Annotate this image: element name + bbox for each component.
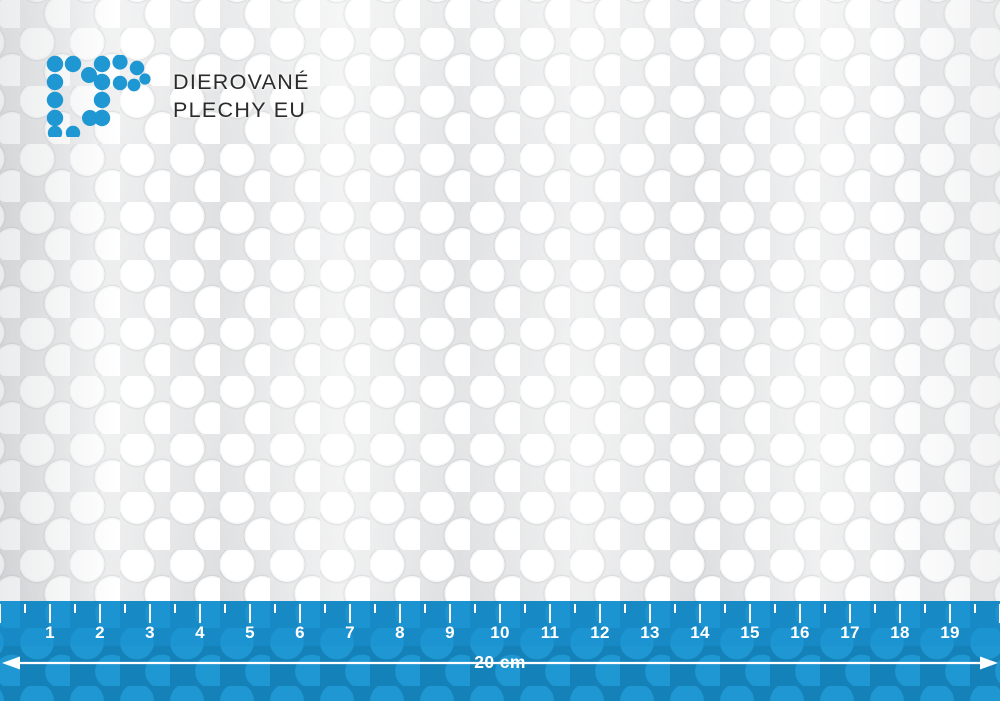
brand-wordmark: DIEROVANÉ PLECHY EU [173,68,310,125]
ruler-tick-major [899,604,901,623]
arrow-right-icon [980,656,998,670]
ruler-tick-label: 6 [295,623,305,642]
ruler-tick-minor [124,604,126,613]
ruler-tick-minor [374,604,376,613]
ruler-tick-major [449,604,451,623]
ruler-units-label: 20 cm [474,652,526,672]
ruler-tick-minor [324,604,326,613]
ruler-tick-label: 8 [395,623,405,642]
ruler-tick-major [949,604,951,623]
scale-ruler: 1 2 3 4 5 6 7 8 9 10 11 12 13 14 15 16 17 18 19 [0,601,1000,701]
ruler-tick-major [699,604,701,623]
ruler-tick-label: 11 [540,623,560,642]
ruler-tick-minor [624,604,626,613]
ruler-tick-minor [524,604,526,613]
perforated-sheet-image: DIEROVANÉ PLECHY EU [0,0,1000,601]
ruler-tick-minor [924,604,926,613]
ruler-tick-label: 9 [445,623,455,642]
ruler-tick-label: 5 [245,623,255,642]
ruler-tick-minor [574,604,576,613]
brand-line-2: PLECHY EU [173,98,307,122]
ruler-tick-label: 12 [590,623,610,642]
ruler-tick-label: 3 [145,623,155,642]
ruler-tick-label: 4 [195,623,205,642]
ruler-tick-label: 15 [740,623,760,642]
ruler-tick-major [299,604,301,623]
ruler-tick-label: 17 [840,623,860,642]
dimension-line [2,656,998,670]
ruler-tick-major [499,604,501,623]
ruler-tick-major [0,604,1,623]
ruler-tick-label: 14 [690,623,710,642]
ruler-tick-minor [224,604,226,613]
ruler-tick-minor [424,604,426,613]
ruler-tick-label: 1 [45,623,55,642]
ruler-tick-label: 19 [940,623,960,642]
brand-logo: DIEROVANÉ PLECHY EU [46,55,310,137]
sheet-hole-pattern [0,0,1000,601]
ruler-tick-major [799,604,801,623]
brand-line-1: DIEROVANÉ [173,69,310,94]
ruler-tick-label: 18 [890,623,910,642]
ruler-tick-label: 2 [95,623,105,642]
ruler-tick-label: 7 [345,623,355,642]
ruler-tick-major [49,604,51,623]
ruler-tick-major [249,604,251,623]
ruler-tick-minor [874,604,876,613]
arrow-left-icon [2,656,20,670]
ruler-ticks: 1 2 3 4 5 6 7 8 9 10 11 12 13 14 15 16 17 18 19 [0,601,1000,646]
ruler-tick-minor [274,604,276,613]
ruler-tick-minor [74,604,76,613]
ruler-tick-label: 16 [790,623,810,642]
ruler-tick-minor [24,604,26,613]
ruler-tick-major [399,604,401,623]
ruler-tick-label: 10 [490,623,510,642]
ruler-tick-minor [824,604,826,613]
ruler-tick-major [199,604,201,623]
ruler-tick-major [749,604,751,623]
dp-dot-logo-icon [46,55,151,137]
ruler-tick-major [599,604,601,623]
ruler-tick-major [349,604,351,623]
ruler-tick-major [849,604,851,623]
ruler-tick-minor [724,604,726,613]
ruler-tick-label: 13 [640,623,660,642]
ruler-tick-major [549,604,551,623]
ruler-tick-minor [474,604,476,613]
ruler-tick-major [649,604,651,623]
ruler-tick-major [99,604,101,623]
ruler-tick-minor [774,604,776,613]
ruler-tick-minor [174,604,176,613]
ruler-tick-minor [974,604,976,613]
ruler-tick-major [149,604,151,623]
ruler-tick-minor [674,604,676,613]
